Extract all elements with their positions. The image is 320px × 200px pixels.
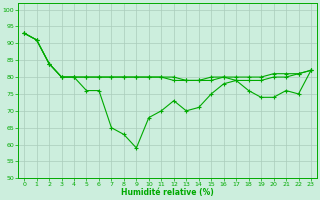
X-axis label: Humidité relative (%): Humidité relative (%) bbox=[121, 188, 214, 197]
